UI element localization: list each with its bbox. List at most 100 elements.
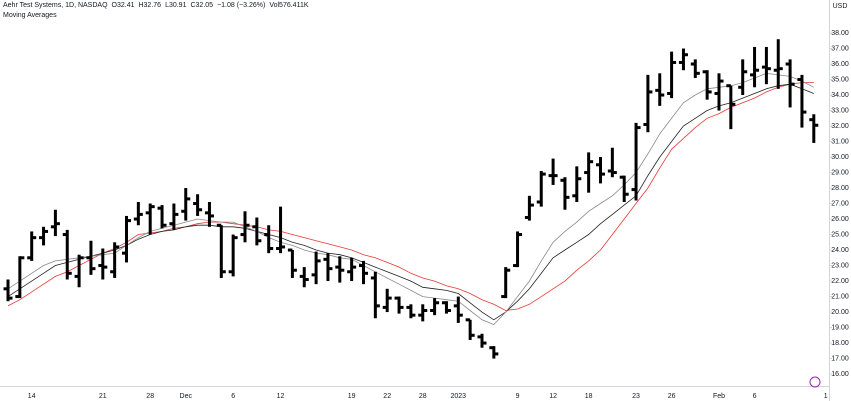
ohlc-bar xyxy=(643,74,653,133)
ohlc-bar xyxy=(98,248,108,280)
x-tick-label: 19 xyxy=(348,393,356,400)
ohlc-bar xyxy=(62,229,72,280)
ohlc-bar xyxy=(287,248,297,278)
y-tick-label: 26.00 xyxy=(831,216,849,223)
ohlc-bar xyxy=(631,122,641,201)
currency: USD xyxy=(833,3,848,10)
ohlc-bar xyxy=(15,256,25,299)
ohlc-bar xyxy=(453,296,463,323)
y-tick-label: 32.00 xyxy=(831,123,849,130)
ohlc-bar xyxy=(74,254,84,288)
ohlc-bar xyxy=(240,211,250,243)
ohlc-bar xyxy=(228,234,238,277)
y-tick-label: 28.00 xyxy=(831,185,849,192)
ohlc-bar xyxy=(145,203,155,235)
y-tick-label: 30.00 xyxy=(831,154,849,161)
y-tick-label: 16.00 xyxy=(831,371,849,378)
y-tick-label: 36.00 xyxy=(831,61,849,68)
header-item: H32.76 xyxy=(138,2,162,9)
ohlc-bar xyxy=(548,158,558,185)
header-item: Vol576.411K xyxy=(269,2,309,9)
y-tick-label: 27.00 xyxy=(831,200,849,207)
ohlc-bar xyxy=(501,267,511,299)
y-tick-label: 35.00 xyxy=(831,76,849,83)
header-item: −1.08 (−3.26%) xyxy=(217,2,266,9)
ohlc-bar xyxy=(181,188,191,221)
ohlc-bar xyxy=(3,279,13,302)
ohlc-bar xyxy=(714,73,724,111)
x-tick-label: 9 xyxy=(516,393,520,400)
y-tick-label: 19.00 xyxy=(831,324,849,331)
ohlc-bar xyxy=(441,301,451,314)
ohlc-bar xyxy=(382,288,392,313)
ohlc-bar xyxy=(406,304,416,319)
ohlc-bar xyxy=(809,114,819,143)
ohlc-bar xyxy=(27,231,37,261)
ohlc-bar xyxy=(596,157,605,184)
ohlc-bar xyxy=(667,51,677,99)
ohlc-bar xyxy=(738,59,748,96)
ohlc-bar xyxy=(524,195,534,221)
y-tick-label: 25.00 xyxy=(831,231,849,238)
ohlc-bar xyxy=(430,298,440,316)
ohlc-bar xyxy=(477,333,487,348)
y-tick-label: 17.00 xyxy=(831,355,849,362)
y-tick-label: 23.00 xyxy=(831,262,849,269)
ohlc-bar xyxy=(157,205,167,229)
ohlc-bar xyxy=(702,70,712,100)
ohlc-bar xyxy=(86,240,96,275)
x-tick-label: 23 xyxy=(632,393,640,400)
y-tick-label: 24.00 xyxy=(831,247,849,254)
ohlc-bar xyxy=(204,201,214,227)
ohlc-bar xyxy=(785,59,795,108)
y-tick-label: 38.00 xyxy=(831,30,849,37)
ohlc-bar xyxy=(797,74,807,128)
x-tick-label: 2023 xyxy=(451,393,467,400)
ohlc-bar xyxy=(264,225,274,254)
ohlc-bar xyxy=(335,256,345,283)
logo xyxy=(809,376,821,388)
ohlc-bar xyxy=(572,166,582,202)
indicator-label: Moving Averages xyxy=(3,12,57,19)
x-tick-label: 18 xyxy=(585,393,593,400)
y-tick-label: 20.00 xyxy=(831,309,849,316)
ohlc-bar xyxy=(193,194,203,216)
y-tick-label: 33.00 xyxy=(831,107,849,114)
y-tick-label: 21.00 xyxy=(831,293,849,300)
legend: Aehr Test Systems, 1D, NASDAQ O32.41 H32.7… xyxy=(3,1,313,21)
ohlc-bar xyxy=(678,48,688,71)
moving-average-line xyxy=(7,83,814,321)
x-tick-label: 28 xyxy=(146,393,154,400)
x-tick-label: 12 xyxy=(277,393,285,400)
ohlc-bar xyxy=(122,215,131,263)
y-tick-label: 37.00 xyxy=(831,45,849,52)
ohlc-bar xyxy=(489,346,499,359)
ohlc-bar xyxy=(370,271,380,319)
ohlc-bar xyxy=(311,251,321,285)
ohlc-bar xyxy=(750,46,760,88)
ohlc-bar xyxy=(465,318,475,340)
ohlc-bar xyxy=(513,231,523,268)
header-item: Aehr Test Systems, 1D, NASDAQ xyxy=(3,2,108,9)
x-tick-label: Dec xyxy=(180,393,193,400)
y-tick-label: 29.00 xyxy=(831,169,849,176)
x-tick-label: 6 xyxy=(231,393,235,400)
moving-average-line xyxy=(7,72,814,325)
y-tick-label: 18.00 xyxy=(831,340,849,347)
x-tick-label: 28 xyxy=(419,393,427,400)
ohlc-bar xyxy=(276,206,286,254)
x-tick-label: 22 xyxy=(383,393,391,400)
ohlc-bar xyxy=(216,223,226,278)
ohlc-bar xyxy=(347,257,357,282)
y-tick-label: 22.00 xyxy=(831,278,849,285)
ohlc-bar xyxy=(110,242,120,278)
ohlc-bar xyxy=(726,84,736,130)
ohlc-bar xyxy=(299,267,309,288)
ohlc-bar xyxy=(655,73,665,106)
x-tick-label: 26 xyxy=(668,393,676,400)
ohlc-bar xyxy=(418,304,428,322)
header-item: C32.05 xyxy=(190,2,214,9)
ohlc-bar xyxy=(394,296,404,314)
y-tick-label: 31.00 xyxy=(831,138,849,145)
